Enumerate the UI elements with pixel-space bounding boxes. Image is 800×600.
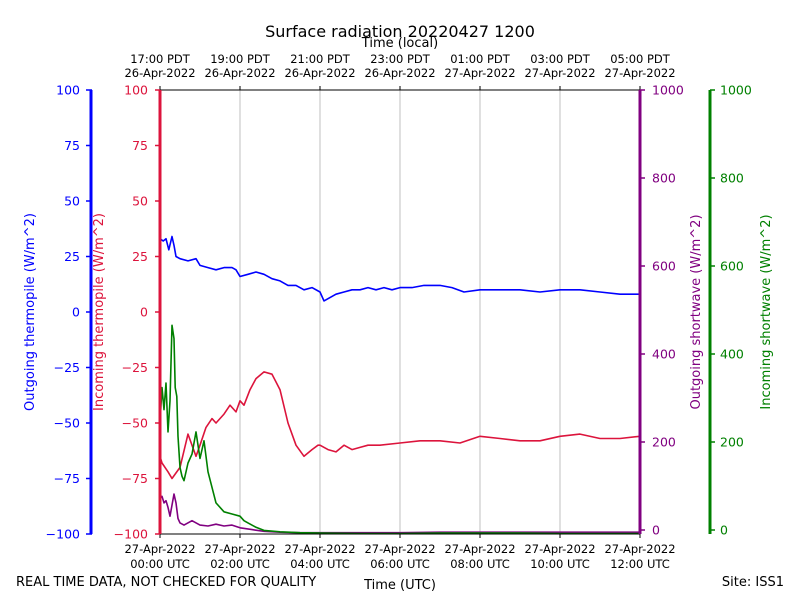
outgoing-shortwave-axis: 0 200 400 600 800 1000 Outgoing shortwave (W/m… <box>638 83 704 538</box>
incoming-thermopile-axis-title: Incoming thermopile (W/m^2) <box>92 213 107 411</box>
outgoing-thermopile-axis: −100 −75 −50 −25 0 25 50 75 100 Outgoing thermopi… <box>23 83 93 542</box>
bottom-tick-time: 06:00 UTC <box>370 557 430 571</box>
y-tick-label: 50 <box>64 194 80 209</box>
grid-lines <box>239 90 561 534</box>
chart-title: Surface radiation 20220427 1200 <box>265 22 535 41</box>
y-tick-label: 25 <box>132 249 148 264</box>
top-tick-date: 27-Apr-2022 <box>524 66 595 80</box>
outgoing-thermopile-series-line <box>159 235 640 302</box>
incoming-shortwave-axis: 0 200 400 600 800 1000 Incoming shortwave (W/m… <box>708 83 774 538</box>
top-tick-date: 26-Apr-2022 <box>204 66 275 80</box>
y-tick-label: −75 <box>54 471 80 486</box>
outgoing-shortwave-axis-title: Outgoing shortwave (W/m^2) <box>689 214 704 409</box>
y-tick-label: 800 <box>652 171 676 186</box>
bottom-tick-time: 02:00 UTC <box>210 557 270 571</box>
top-tick-date: 26-Apr-2022 <box>124 66 195 80</box>
y-tick-label: −50 <box>54 416 80 431</box>
y-tick-label: −25 <box>122 360 148 375</box>
top-tick-time: 21:00 PDT <box>290 52 351 66</box>
bottom-tick-time: 12:00 UTC <box>610 557 670 571</box>
top-tick-date: 27-Apr-2022 <box>444 66 515 80</box>
top-tick-time: 03:00 PDT <box>530 52 591 66</box>
top-tick-time: 19:00 PDT <box>210 52 271 66</box>
top-tick-date: 26-Apr-2022 <box>284 66 355 80</box>
bottom-tick-date: 27-Apr-2022 <box>204 542 275 556</box>
y-tick-label: 600 <box>652 259 676 274</box>
y-tick-label: 75 <box>64 138 80 153</box>
y-tick-label: 400 <box>652 347 676 362</box>
y-tick-label: 100 <box>56 83 80 98</box>
y-tick-label: 400 <box>720 347 744 362</box>
top-axis-label: Time (local) <box>361 36 438 51</box>
top-tick-date: 27-Apr-2022 <box>604 66 675 80</box>
incoming-thermopile-series-line <box>159 371 641 480</box>
x-axis-label: Time (UTC) <box>363 578 436 593</box>
top-tick-time: 01:00 PDT <box>450 52 511 66</box>
bottom-tick-date: 27-Apr-2022 <box>524 542 595 556</box>
top-tick-time: 17:00 PDT <box>130 52 191 66</box>
y-tick-label: 200 <box>720 435 744 450</box>
y-tick-label: −25 <box>54 360 80 375</box>
y-tick-label: 0 <box>720 523 728 538</box>
bottom-tick-date: 27-Apr-2022 <box>444 542 515 556</box>
bottom-tick-time: 10:00 UTC <box>530 557 590 571</box>
y-tick-label: 0 <box>72 305 80 320</box>
bottom-tick-date: 27-Apr-2022 <box>364 542 435 556</box>
site-label: Site: ISS1 <box>721 575 784 590</box>
y-tick-label: 200 <box>652 435 676 450</box>
incoming-shortwave-axis-title: Incoming shortwave (W/m^2) <box>759 214 774 409</box>
y-tick-label: 25 <box>64 249 80 264</box>
y-tick-label: −50 <box>122 416 148 431</box>
y-tick-label: −100 <box>46 527 80 542</box>
y-tick-label: 800 <box>720 171 744 186</box>
bottom-tick-time: 08:00 UTC <box>450 557 510 571</box>
y-tick-label: −75 <box>122 471 148 486</box>
bottom-tick-time: 04:00 UTC <box>290 557 350 571</box>
y-axes: −100 −75 −50 −25 0 25 50 75 100 Outgoing thermopi… <box>23 83 774 542</box>
y-tick-label: 0 <box>652 523 660 538</box>
bottom-tick-time: 00:00 UTC <box>130 557 190 571</box>
bottom-tick-date: 27-Apr-2022 <box>124 542 195 556</box>
incoming-thermopile-axis: −100 −75 −50 −25 0 25 50 75 100 Incoming thermopi… <box>92 83 162 542</box>
bottom-tick-date: 27-Apr-2022 <box>284 542 355 556</box>
y-tick-label: 100 <box>124 83 148 98</box>
bottom-tick-date: 27-Apr-2022 <box>604 542 675 556</box>
y-tick-label: −100 <box>114 527 148 542</box>
outgoing-shortwave-series-line <box>159 493 640 534</box>
top-tick-time: 05:00 PDT <box>610 52 671 66</box>
y-tick-label: 600 <box>720 259 744 274</box>
y-tick-label: 1000 <box>720 83 752 98</box>
quality-disclaimer: REAL TIME DATA, NOT CHECKED FOR QUALITY <box>16 575 317 590</box>
y-tick-label: 0 <box>140 305 148 320</box>
y-tick-label: 75 <box>132 138 148 153</box>
y-tick-label: 1000 <box>652 83 684 98</box>
top-tick-date: 26-Apr-2022 <box>364 66 435 80</box>
y-tick-label: 50 <box>132 194 148 209</box>
top-tick-time: 23:00 PDT <box>370 52 431 66</box>
outgoing-thermopile-axis-title: Outgoing thermopile (W/m^2) <box>23 213 38 411</box>
